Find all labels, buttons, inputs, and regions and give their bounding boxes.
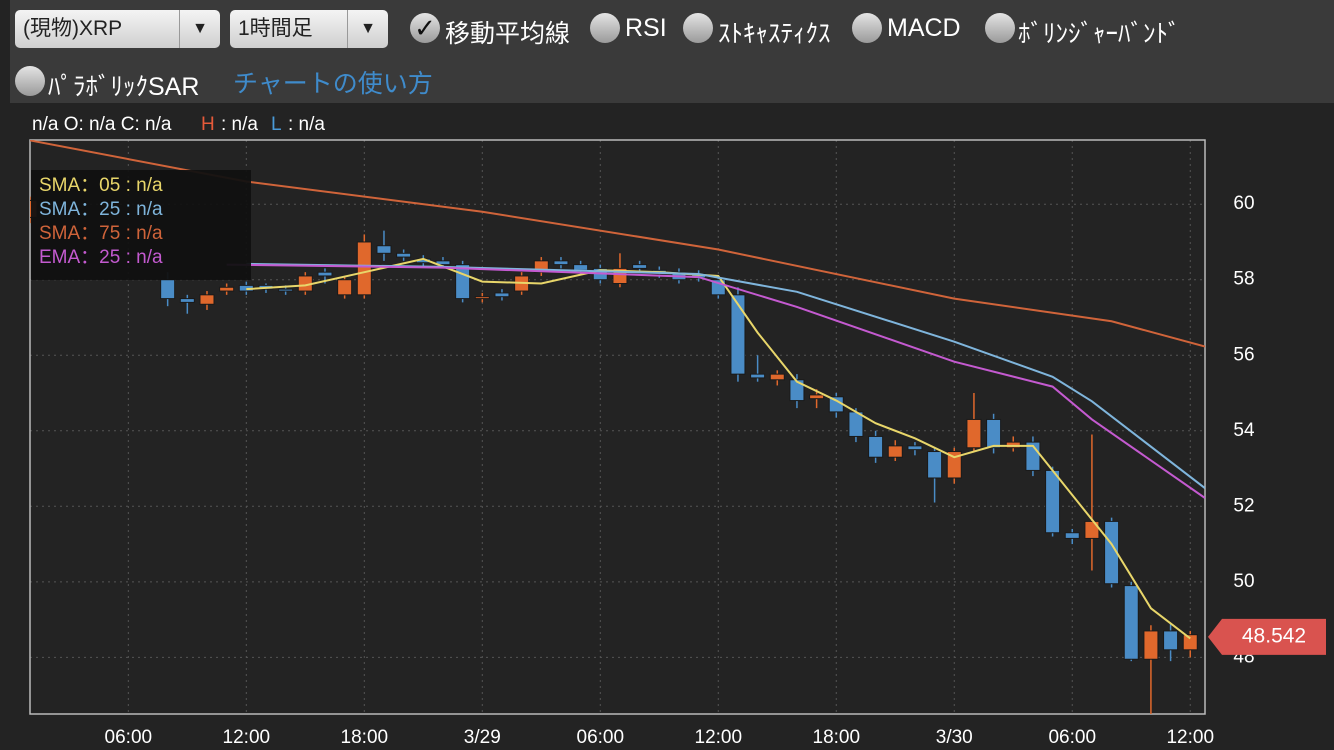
pair-select[interactable]: (現物)XRP ▼ <box>15 10 220 48</box>
candle-body <box>769 373 785 381</box>
x-tick-label: 3/29 <box>464 727 501 748</box>
candle-body <box>494 292 510 298</box>
candle-body <box>435 260 451 266</box>
candle-body <box>809 394 825 400</box>
price-tag-label: 48.542 <box>1242 624 1306 647</box>
legend-entry: SMA：25 : n/a <box>39 199 163 220</box>
x-tick-label: 12:00 <box>1166 727 1214 748</box>
x-tick-label: 06:00 <box>577 727 625 748</box>
x-tick-label: 12:00 <box>223 727 271 748</box>
checkbox-label[interactable]: ﾊﾟﾗﾎﾞﾘｯｸSAR <box>48 73 200 101</box>
candle-body <box>1045 469 1061 534</box>
candle-body <box>750 373 766 379</box>
ohlc-l-label: L <box>271 114 282 135</box>
candle-body <box>1163 630 1179 651</box>
candle-body <box>927 451 943 479</box>
checkbox-label[interactable]: ﾎﾞﾘﾝｼﾞｬｰﾊﾞﾝﾄﾞ <box>1018 20 1181 48</box>
candle-body <box>337 279 353 296</box>
toolbar: (現物)XRP ▼ 1時間足 ▼ チャートの使い方 ✓ 移動平均線 RSI ｽﾄｷｬｽﾃｨ… <box>10 0 1334 103</box>
legend-entry: EMA：25 : n/a <box>39 247 163 268</box>
candle-body <box>278 288 294 292</box>
candle-body <box>199 294 215 305</box>
checkbox[interactable] <box>15 66 45 96</box>
checkbox[interactable] <box>683 13 713 43</box>
checkbox[interactable] <box>590 13 620 43</box>
candle-body <box>317 271 333 277</box>
interval-select[interactable]: 1時間足 ▼ <box>230 10 388 48</box>
x-tick-label: 18:00 <box>813 727 861 748</box>
checkbox[interactable] <box>985 13 1015 43</box>
candle-body <box>1123 585 1139 660</box>
candle-body <box>1084 520 1100 539</box>
help-link[interactable]: チャートの使い方 <box>233 70 433 98</box>
price-tag <box>1208 618 1326 655</box>
legend-box <box>31 170 251 280</box>
candle-body <box>632 264 648 269</box>
candle-body <box>219 286 235 292</box>
candle-body <box>868 435 884 458</box>
select-arrow: ▼ <box>347 10 388 48</box>
y-tick-label: 52 <box>1233 495 1254 516</box>
ohlc-prefix: n/a O: n/a C: n/a <box>32 114 172 135</box>
plot-area <box>30 140 1205 714</box>
candle-body <box>376 245 392 254</box>
candle-body <box>789 379 805 402</box>
candle-body <box>474 296 490 300</box>
candle-body <box>1143 630 1159 660</box>
candle-body <box>455 264 471 300</box>
select-arrow: ▼ <box>179 10 220 48</box>
checkbox[interactable] <box>852 13 882 43</box>
y-tick-label: 60 <box>1233 193 1254 214</box>
x-tick-label: 06:00 <box>1048 727 1096 748</box>
candle-body <box>179 298 195 303</box>
plot-frame <box>29 139 1206 715</box>
legend-entry: SMA：05 : n/a <box>39 175 163 196</box>
legend-entry: SMA：75 : n/a <box>39 223 163 244</box>
ohlc-h-value: : n/a <box>221 114 258 135</box>
candle-body <box>396 252 412 258</box>
checkbox-label[interactable]: ｽﾄｷｬｽﾃｨｸｽ <box>718 20 831 48</box>
x-tick-label: 18:00 <box>341 727 389 748</box>
candle-body <box>986 418 1002 449</box>
ohlc-h-label: H <box>201 114 215 135</box>
checkbox[interactable]: ✓ <box>410 13 440 43</box>
x-tick-label: 12:00 <box>695 727 743 748</box>
candle-body <box>966 418 982 449</box>
candle-body <box>946 451 962 479</box>
ohlc-l-value: : n/a <box>288 114 325 135</box>
y-tick-label: 50 <box>1233 571 1254 592</box>
indicator-line <box>246 262 1205 489</box>
interval-select-text: 1時間足 <box>238 17 313 40</box>
checkbox-label[interactable]: 移動平均線 <box>445 20 571 48</box>
pair-select-text: (現物)XRP <box>23 17 123 40</box>
x-tick-label: 3/30 <box>936 727 973 748</box>
candle-body <box>160 279 176 300</box>
candle-body <box>907 445 923 451</box>
checkbox-label[interactable]: RSI <box>625 14 667 42</box>
candle-body <box>1104 520 1120 585</box>
candle-body <box>887 445 903 458</box>
candle-body <box>1182 634 1198 651</box>
candle-body <box>573 264 589 271</box>
y-tick-label: 58 <box>1233 269 1254 290</box>
candle-body <box>553 260 569 266</box>
candle-body <box>730 294 746 375</box>
checkbox-label[interactable]: MACD <box>887 14 961 42</box>
x-tick-label: 06:00 <box>105 727 153 748</box>
candle-body <box>1064 532 1080 539</box>
y-tick-label: 56 <box>1233 344 1254 365</box>
y-tick-label: 54 <box>1233 420 1255 441</box>
indicator-line <box>226 263 1205 499</box>
candle-body <box>356 241 372 296</box>
